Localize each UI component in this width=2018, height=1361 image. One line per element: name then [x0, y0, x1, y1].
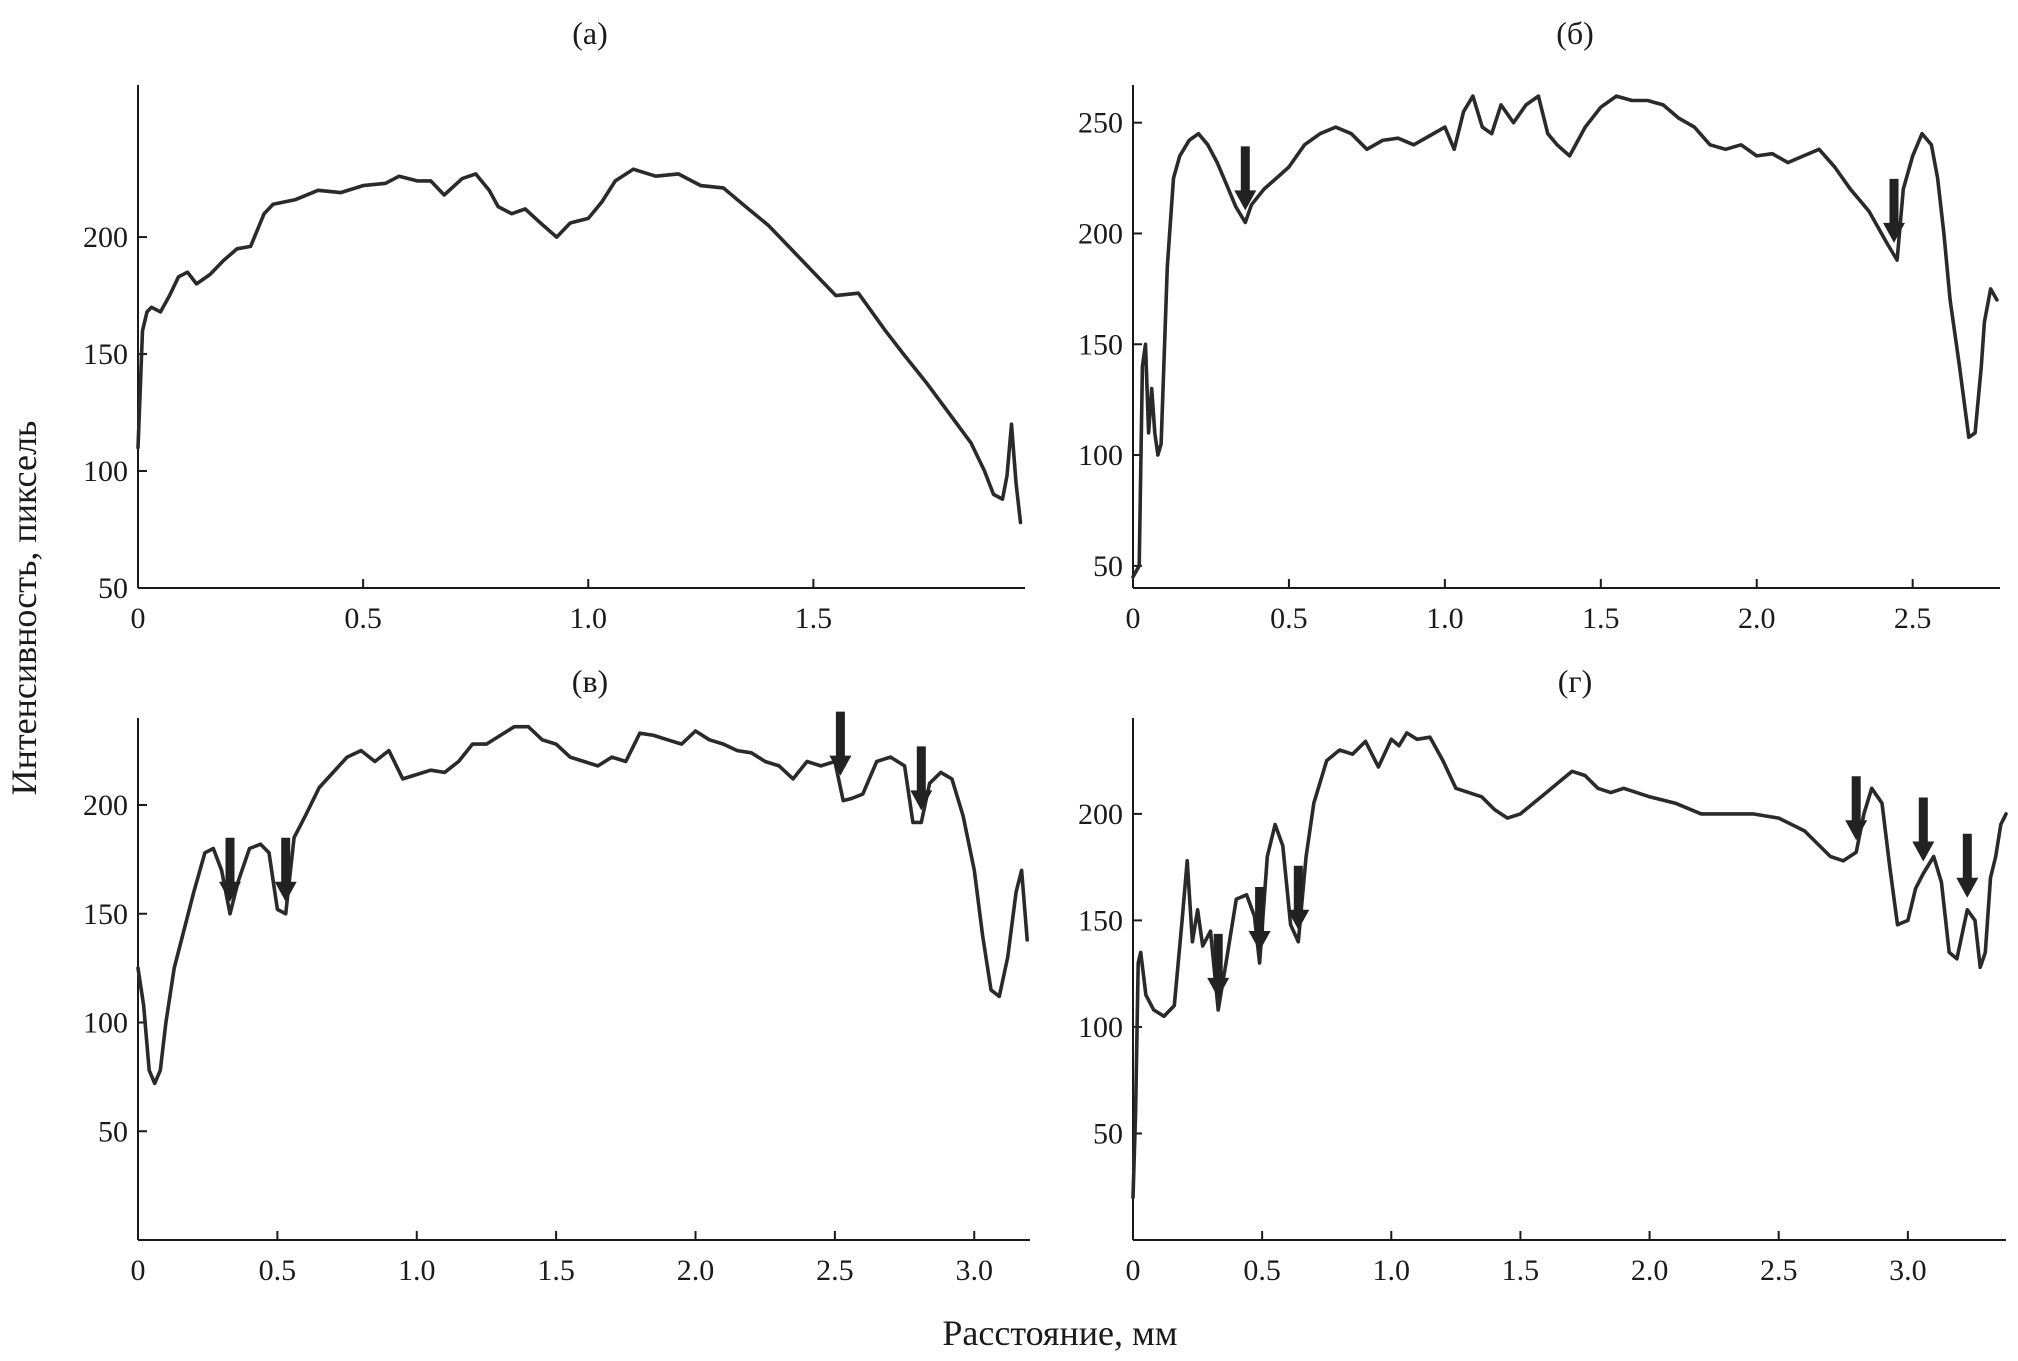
x-tick-label-v: 0	[131, 1254, 146, 1287]
arrow-marker-g	[1287, 865, 1310, 930]
y-tick-label-a: 200	[83, 221, 128, 254]
arrow-marker-v	[219, 837, 241, 902]
x-tick-label-a: 0.5	[344, 602, 382, 635]
y-tick-label-g: 200	[1078, 798, 1123, 831]
x-axis-label: Расстояние, мм	[942, 1313, 1177, 1353]
x-tick-label-b: 2.0	[1738, 602, 1776, 635]
series-line-g-0	[1131, 731, 2008, 1200]
chart-panel-v: (в) 0 0.5 1.0 1.5 2.0 2.5 3.0 50 100 150 200	[83, 663, 1030, 1287]
arrow-marker-g	[1912, 797, 1935, 862]
y-axis-label: Интенсивность, пиксель	[4, 421, 44, 796]
x-tick-label-a: 1.5	[795, 602, 833, 635]
x-tick-label-g: 2.5	[1760, 1254, 1798, 1287]
x-tick-label-g: 1.5	[1502, 1254, 1540, 1287]
x-tick-label-v: 1.5	[537, 1254, 575, 1287]
x-tick-label-b: 1.5	[1582, 602, 1620, 635]
y-tick-label-v: 50	[98, 1115, 128, 1148]
y-tick-label-g: 50	[1093, 1117, 1123, 1150]
arrow-marker-b	[1234, 146, 1257, 211]
arrow-marker-g	[1248, 887, 1271, 951]
y-tick-label-g: 150	[1078, 904, 1123, 937]
x-tick-label-g: 0	[1126, 1254, 1141, 1287]
x-tick-label-g: 2.0	[1631, 1254, 1669, 1287]
series-line-b-0	[1131, 94, 1999, 579]
y-tick-label-v: 200	[83, 789, 128, 822]
series-line-a-0	[136, 167, 1023, 525]
panel-title-b: (б)	[1556, 15, 1594, 51]
x-tick-label-g: 0.5	[1243, 1254, 1281, 1287]
arrow-marker-v	[910, 746, 933, 811]
x-tick-label-a: 1.0	[570, 602, 608, 635]
y-tick-label-g: 100	[1078, 1011, 1123, 1044]
y-tick-label-a: 100	[83, 455, 128, 488]
chart-panel-b: (б) 0 0.5 1.0 1.5 2.0 2.5 50 100 150 200 250	[1078, 15, 2000, 635]
y-tick-label-a: 50	[98, 572, 128, 605]
y-tick-label-a: 150	[83, 338, 128, 371]
y-tick-label-b: 150	[1078, 328, 1123, 361]
chart-panel-a: (а) 0 0.5 1.0 1.5 50 100 150 200	[83, 15, 1025, 635]
panel-title-v: (в)	[572, 663, 608, 699]
arrow-marker-b	[1883, 178, 1905, 243]
x-tick-label-g: 3.0	[1889, 1254, 1927, 1287]
series-line-v-0	[136, 724, 1029, 1086]
x-tick-label-b: 0.5	[1270, 602, 1308, 635]
x-tick-label-v: 2.5	[816, 1254, 854, 1287]
x-tick-label-b: 2.5	[1894, 602, 1932, 635]
arrow-marker-g	[1845, 776, 1868, 841]
chart-panel-g: (г) 0 0.5 1.0 1.5 2.0 2.5 3.0 50 100 150 200	[1078, 663, 2008, 1287]
x-tick-label-v: 0.5	[259, 1254, 297, 1287]
arrow-marker-v	[829, 711, 852, 776]
y-tick-label-b: 100	[1078, 439, 1123, 472]
y-tick-label-v: 150	[83, 898, 128, 931]
x-tick-label-b: 1.0	[1426, 602, 1464, 635]
x-tick-label-v: 2.0	[677, 1254, 715, 1287]
x-tick-label-v: 1.0	[398, 1254, 436, 1287]
panel-title-g: (г)	[1558, 663, 1592, 699]
chart-panels: (а) 0 0.5 1.0 1.5 50 100 150 200 (б) 0 0.5 1.0 1.5 2.0…	[83, 15, 2008, 1287]
arrow-marker-g	[1207, 933, 1230, 998]
y-tick-label-b: 250	[1078, 107, 1123, 140]
x-tick-label-v: 3.0	[956, 1254, 994, 1287]
y-tick-label-b: 50	[1093, 550, 1123, 583]
y-tick-label-b: 200	[1078, 217, 1123, 250]
x-tick-label-a: 0	[131, 602, 146, 635]
arrow-marker-g	[1956, 833, 1979, 898]
arrow-marker-v	[274, 837, 297, 902]
x-tick-label-g: 1.0	[1373, 1254, 1411, 1287]
panel-title-a: (а)	[572, 15, 608, 51]
y-tick-label-v: 100	[83, 1007, 128, 1040]
x-tick-label-b: 0	[1126, 602, 1141, 635]
